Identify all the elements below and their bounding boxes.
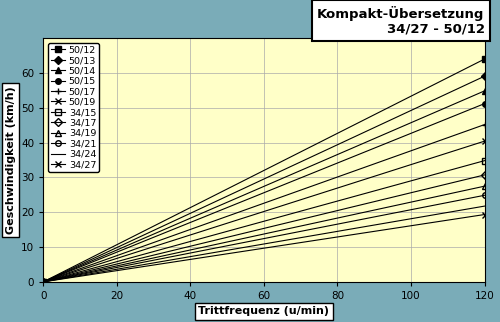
X-axis label: Trittfrequenz (u/min): Trittfrequenz (u/min) — [198, 307, 330, 317]
Text: Kompakt-Übersetzung
34/27 - 50/12: Kompakt-Übersetzung 34/27 - 50/12 — [317, 5, 484, 35]
Y-axis label: Geschwindigkeit (km/h): Geschwindigkeit (km/h) — [6, 86, 16, 234]
Legend: 50/12, 50/13, 50/14, 50/15, 50/17, 50/19, 34/15, 34/17, 34/19, 34/21, 34/24, 34/: 50/12, 50/13, 50/14, 50/15, 50/17, 50/19… — [48, 43, 99, 172]
